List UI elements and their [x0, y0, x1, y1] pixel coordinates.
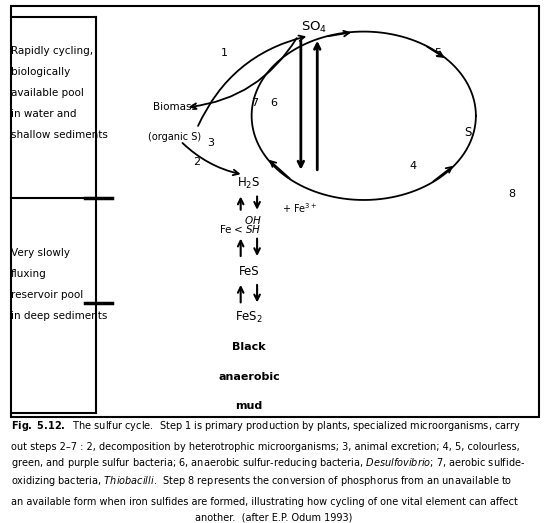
Text: (organic S): (organic S): [148, 132, 202, 142]
Text: Fe$<$$\substack{OH\\SH}$: Fe$<$$\substack{OH\\SH}$: [219, 214, 262, 236]
Text: SO$_4$: SO$_4$: [301, 20, 328, 35]
Text: available pool: available pool: [11, 88, 84, 98]
Text: 4: 4: [409, 161, 417, 172]
Text: FeS: FeS: [238, 265, 259, 278]
Text: H$_2$S: H$_2$S: [237, 176, 260, 191]
Text: green, and purple sulfur bacteria; 6, anaerobic sulfur-reducing bacteria, $\it{D: green, and purple sulfur bacteria; 6, an…: [11, 456, 525, 470]
Text: 3: 3: [207, 138, 214, 148]
Text: fluxing: fluxing: [11, 269, 46, 279]
Text: an available form when iron sulfides are formed, illustrating how cycling of one: an available form when iron sulfides are…: [11, 497, 517, 507]
Text: Biomass: Biomass: [153, 103, 197, 112]
Text: mud: mud: [235, 401, 263, 411]
Text: + Fe$^{3+}$: + Fe$^{3+}$: [282, 201, 317, 215]
Text: 1: 1: [221, 48, 228, 58]
Text: Black: Black: [232, 343, 266, 353]
Text: anaerobic: anaerobic: [218, 372, 280, 382]
Text: reservoir pool: reservoir pool: [11, 290, 83, 300]
Text: Rapidly cycling,: Rapidly cycling,: [11, 46, 93, 55]
Text: 8: 8: [508, 189, 515, 199]
Text: 6: 6: [270, 98, 277, 108]
Text: 7: 7: [251, 98, 258, 108]
Text: Very slowly: Very slowly: [11, 247, 70, 258]
Text: in deep sediments: in deep sediments: [11, 311, 107, 321]
Text: oxidizing bacteria, $\it{Thiobacilli}$.  Step 8 represents the conversion of pho: oxidizing bacteria, $\it{Thiobacilli}$. …: [11, 474, 512, 488]
Text: 2: 2: [193, 157, 201, 167]
Text: FeS$_2$: FeS$_2$: [235, 310, 263, 325]
Text: shallow sediments: shallow sediments: [11, 130, 108, 140]
Text: $\bf{Fig.\ 5.12.}$  The sulfur cycle.  Step 1 is primary production by plants, s: $\bf{Fig.\ 5.12.}$ The sulfur cycle. Ste…: [11, 419, 521, 433]
Text: another.  (after E.P. Odum 1993): another. (after E.P. Odum 1993): [195, 513, 352, 523]
Text: out steps 2–7 : 2, decomposition by heterotrophic microorganisms; 3, animal excr: out steps 2–7 : 2, decomposition by hete…: [11, 441, 520, 452]
Text: biologically: biologically: [11, 66, 70, 76]
Text: S: S: [464, 126, 472, 139]
Text: 5: 5: [434, 48, 441, 58]
Text: in water and: in water and: [11, 109, 77, 119]
